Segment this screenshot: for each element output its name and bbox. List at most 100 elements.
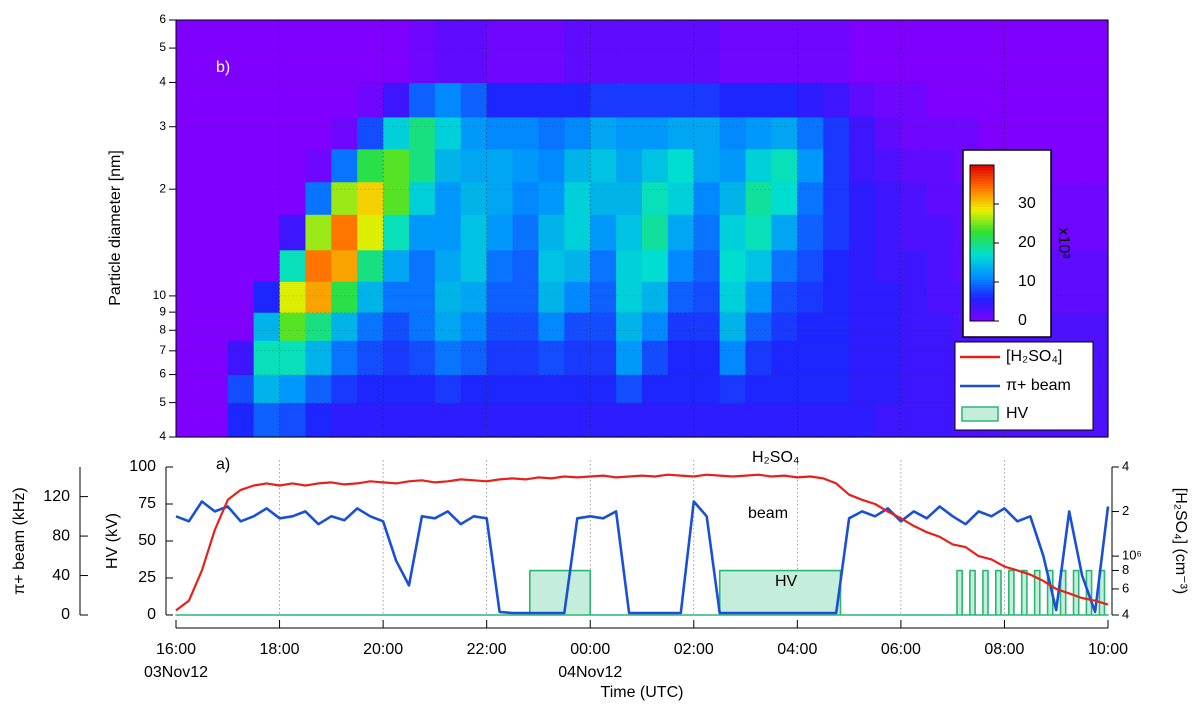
heatmap-cell: [745, 249, 773, 282]
colorbar-band: [970, 240, 994, 244]
x-tick-label: 10:00: [1088, 641, 1128, 658]
colorbar-band: [970, 279, 994, 283]
heatmap-cell: [538, 402, 565, 438]
heatmap-cell: [227, 148, 255, 183]
heatmap-cell: [512, 20, 540, 84]
heatmap-cell: [176, 402, 203, 438]
heatmap-cell: [745, 281, 773, 313]
heatmap-cell: [409, 312, 436, 341]
colorbar-band: [970, 300, 994, 304]
colorbar-band: [970, 198, 994, 202]
heatmap-cell: [279, 181, 307, 215]
heatmap-cell: [797, 20, 824, 84]
colorbar-band: [970, 292, 994, 296]
heatmap-cell: [1004, 20, 1031, 84]
heatmap-cell: [823, 181, 850, 215]
colorbar-label: x10³: [1055, 227, 1072, 259]
heatmap-cell: [642, 214, 669, 251]
heatmap-cell: [926, 20, 954, 84]
heatmap-cell: [875, 281, 902, 313]
heatmap-cell: [900, 340, 928, 376]
heatmap-cell: [331, 249, 358, 282]
heatmap-cell: [383, 249, 410, 282]
heatmap-cell: [667, 281, 695, 313]
colorbar-band: [970, 274, 994, 278]
colorbar-band: [970, 165, 994, 168]
heatmap-cell: [279, 374, 307, 404]
heatmap-cell: [849, 116, 876, 150]
heatmap-cell: [383, 374, 410, 404]
y-tick-label: 25: [138, 569, 156, 586]
y-tick-label: 6: [159, 367, 166, 381]
heatmap-cell: [331, 374, 358, 404]
heatmap-cell: [201, 148, 229, 183]
heatmap-cell: [616, 340, 643, 376]
heatmap-cell: [693, 116, 721, 150]
heatmap-cell: [253, 181, 281, 215]
heatmap-cell: [201, 116, 229, 150]
heatmap-cell: [642, 181, 669, 215]
y-tick-label: 6: [159, 12, 166, 26]
heatmap-cell: [616, 82, 643, 118]
heatmap-cell: [1082, 281, 1109, 313]
heatmap-cell: [253, 214, 281, 251]
heatmap-cell: [512, 374, 540, 404]
heatmap-cell: [538, 374, 565, 404]
colorbar-band: [970, 191, 994, 194]
heatmap-cell: [486, 148, 514, 183]
heatmap-cell: [460, 214, 488, 251]
heatmap-cell: [642, 374, 669, 404]
x-tick-label: 08:00: [984, 641, 1024, 658]
heatmap-cell: [849, 340, 876, 376]
y2-tick-label: 6: [1122, 580, 1129, 595]
heatmap-cell: [357, 281, 384, 313]
heatmap-cell: [227, 340, 255, 376]
heatmap-cell: [797, 340, 824, 376]
heatmap-cell: [616, 148, 643, 183]
colorbar-band: [970, 214, 994, 218]
heatmap-cell: [305, 214, 332, 251]
heatmap-cell: [875, 312, 902, 341]
x-tick-label: 00:00: [570, 641, 610, 658]
heatmap-cell: [693, 148, 721, 183]
x-tick-label: 20:00: [363, 641, 403, 658]
colorbar-band: [970, 170, 994, 174]
heatmap-cell: [771, 402, 798, 438]
heatmap-cell: [253, 340, 281, 376]
colorbar-band: [970, 196, 994, 200]
colorbar-band: [970, 271, 994, 275]
heatmap-cell: [590, 312, 617, 341]
heatmap-cell: [900, 82, 928, 118]
heatmap-cell: [486, 249, 514, 282]
colorbar-band: [970, 263, 994, 267]
heatmap-cell: [512, 312, 540, 341]
colorbar-band: [970, 253, 994, 257]
heatmap-cell: [383, 20, 410, 84]
heatmap-cell: [227, 214, 255, 251]
heatmap-cell: [642, 312, 669, 341]
heatmap-cell: [460, 181, 488, 215]
heatmap-cell: [693, 20, 721, 84]
heatmap-cell: [693, 340, 721, 376]
heatmap-cell: [875, 340, 902, 376]
heatmap-cell: [227, 249, 255, 282]
heatmap-cell: [642, 82, 669, 118]
heatmap-cell: [823, 249, 850, 282]
heatmap-cell: [797, 374, 824, 404]
heatmap-cell: [357, 82, 384, 118]
heatmap-cell: [900, 281, 928, 313]
legend-label: π+ beam: [1006, 377, 1071, 394]
heatmap-cell: [797, 181, 824, 215]
heatmap-cell: [279, 148, 307, 183]
heatmap-cell: [434, 116, 462, 150]
heatmap-cell: [1030, 20, 1057, 84]
heatmap-cell: [564, 20, 591, 84]
heatmap-cell: [486, 374, 514, 404]
heatmap-cell: [564, 82, 591, 118]
heatmap-cell: [849, 374, 876, 404]
heatmap-cell: [719, 148, 747, 183]
heatmap-cell: [486, 116, 514, 150]
heatmap-cell: [331, 20, 358, 84]
heatmap-cell: [201, 402, 229, 438]
heatmap-cell: [460, 402, 488, 438]
